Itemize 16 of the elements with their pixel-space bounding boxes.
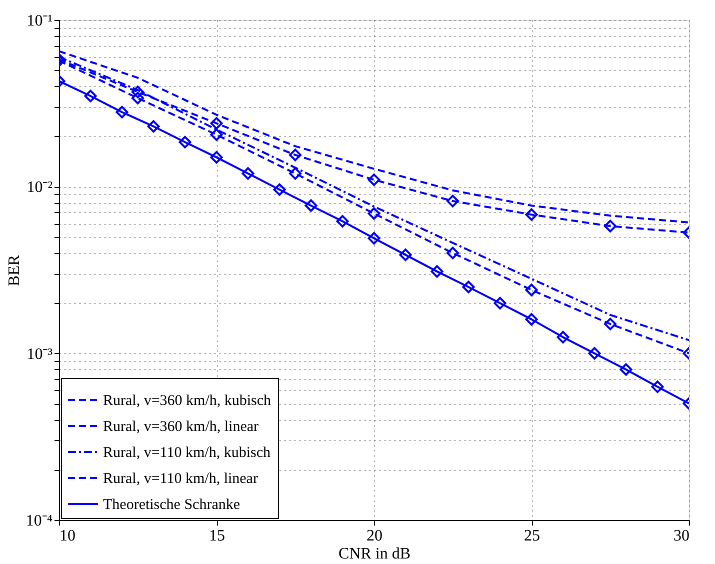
y-tick-label: 10⁻¹: [26, 12, 53, 30]
y-tick-label: 10⁻²: [26, 179, 53, 196]
legend-label: Rural, v=110 km/h, linear: [103, 471, 258, 487]
x-tick-label: 15: [209, 528, 225, 544]
y-axis-title: BER: [6, 254, 23, 286]
y-tick-label: 10⁻³: [26, 346, 53, 363]
x-tick-label: 30: [674, 528, 690, 544]
x-tick-label: 25: [524, 528, 540, 544]
legend-label: Rural, v=110 km/h, kubisch: [103, 445, 271, 461]
y-tick-label: 10⁻⁴: [26, 512, 53, 530]
legend-label: Rural, v=360 km/h, linear: [103, 419, 259, 435]
x-tick-label: 20: [366, 528, 382, 544]
legend-label: Rural, v=360 km/h, kubisch: [103, 393, 272, 409]
x-axis-title: CNR in dB: [338, 546, 411, 562]
legend-label: Theoretische Schranke: [103, 497, 240, 513]
x-tick-label: 10: [60, 528, 76, 544]
